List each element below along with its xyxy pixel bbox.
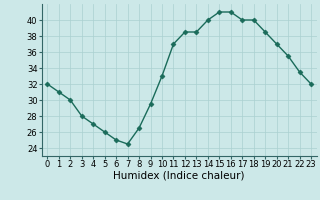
X-axis label: Humidex (Indice chaleur): Humidex (Indice chaleur) xyxy=(114,171,245,181)
